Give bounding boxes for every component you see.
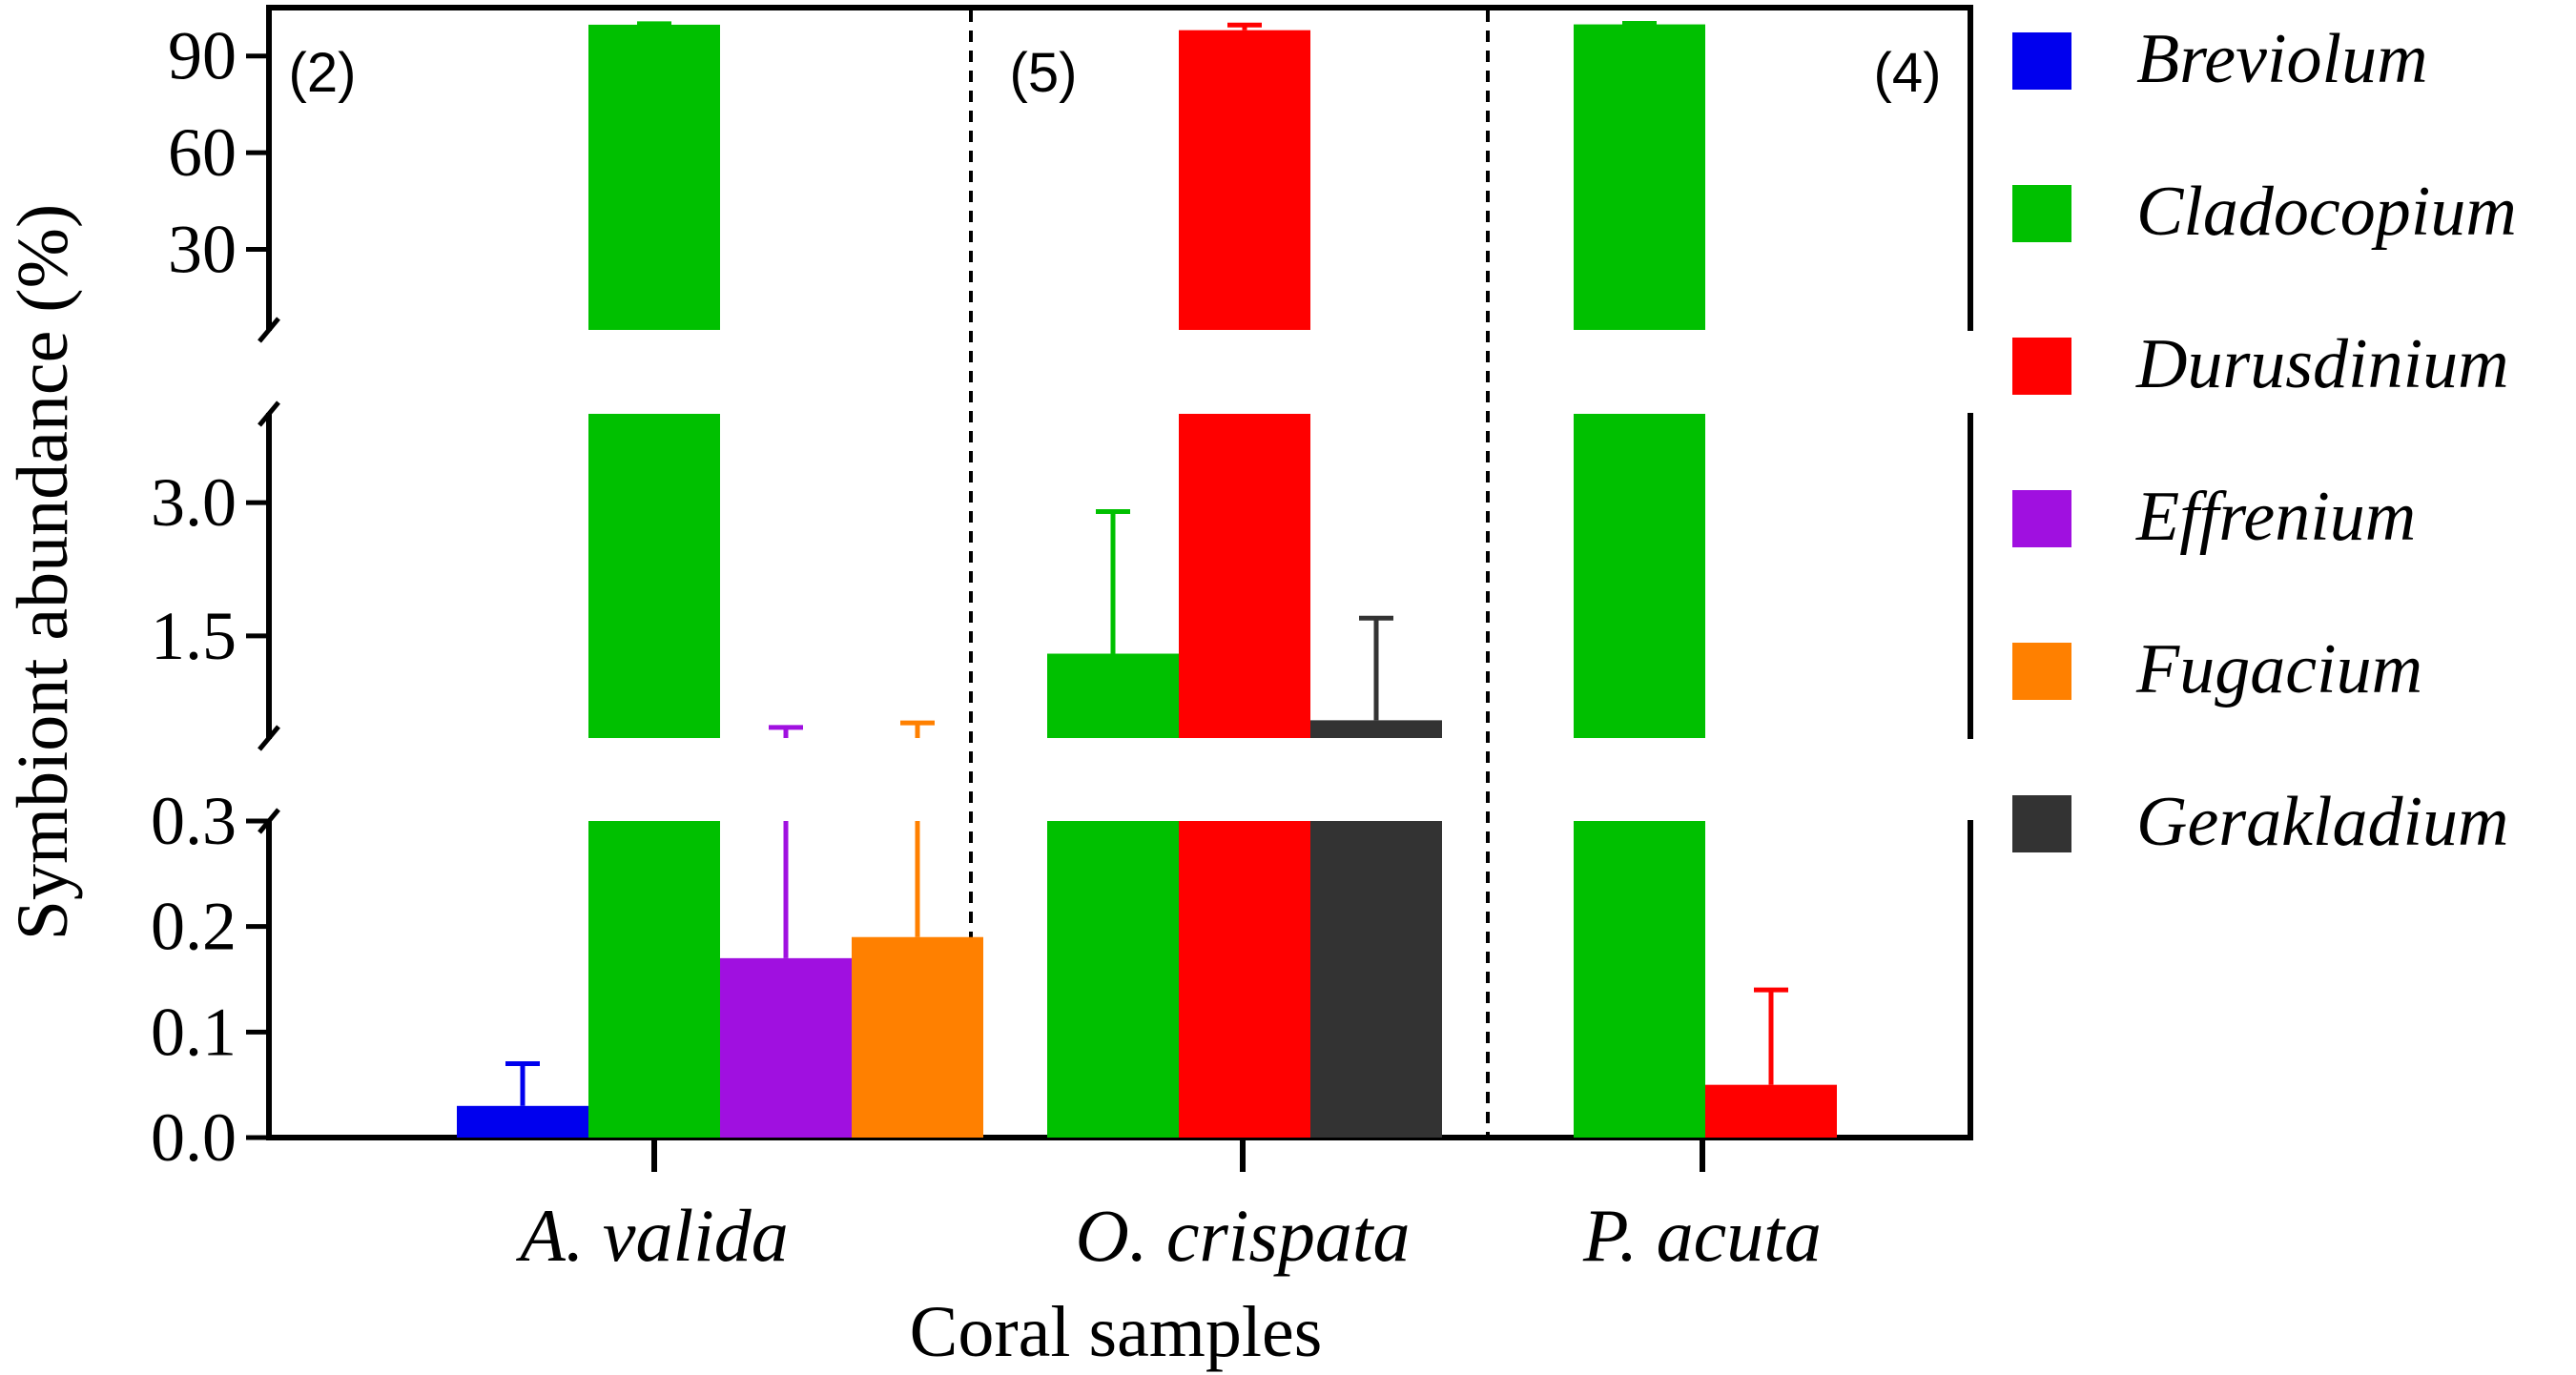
axis-break-mark (258, 400, 280, 427)
y-tick-label: 0.0 (151, 1099, 237, 1176)
bar-cladocopium-2 (1574, 821, 1705, 1138)
y-tick-label: 0.1 (151, 994, 237, 1070)
y-tick-label: 90 (168, 18, 237, 94)
sample-count-label: (5) (1010, 42, 1078, 104)
bar-gerakladium-1 (1310, 720, 1442, 738)
legend-swatch (2012, 338, 2071, 395)
bar-gerakladium-1 (1310, 821, 1442, 1138)
legend-item-cladocopium: Cladocopium (2012, 173, 2517, 251)
y-tick-label: 60 (168, 114, 237, 191)
x-axis: A. valida O. crispata P. acuta Coral sample… (515, 1138, 1822, 1372)
legend-label: Cladocopium (2136, 173, 2517, 251)
legend-swatch (2012, 643, 2071, 700)
legend-swatch (2012, 185, 2071, 242)
bar-cladocopium-1 (1047, 821, 1179, 1138)
y-tick-label: 30 (168, 212, 237, 288)
y-axis-title: Symbiont abundance (%) (3, 204, 83, 940)
bars-layer (457, 24, 1837, 1138)
axis-break-mark (258, 317, 280, 343)
plot-panels: (2) (5) (4) (256, 5, 1984, 1140)
bar-effrenium-0 (720, 957, 852, 1138)
legend-item-fugacium: Fugacium (2012, 630, 2422, 708)
y-axis: 0.0 0.1 0.2 0.3 1.5 3.0 30 60 90 Symbiont abundan… (3, 5, 280, 1176)
bar-cladocopium-2 (1574, 24, 1705, 331)
axis-break-mark (258, 725, 280, 751)
sample-count-label: (2) (289, 42, 357, 104)
bar-cladocopium-0 (588, 414, 720, 738)
bar-cladocopium-2 (1574, 414, 1705, 738)
y-tick-label: 0.2 (151, 889, 237, 965)
bar-durusdinium-1 (1179, 30, 1310, 330)
y-tick-label: 1.5 (151, 598, 237, 674)
legend-label: Fugacium (2135, 630, 2422, 708)
bar-fugacium-0 (852, 936, 983, 1138)
bar-cladocopium-0 (588, 24, 720, 330)
sample-count-label: (4) (1874, 42, 1942, 104)
bar-durusdinium-1 (1179, 821, 1310, 1138)
legend-swatch (2012, 32, 2071, 90)
legend-swatch (2012, 795, 2071, 852)
legend-swatch (2012, 490, 2071, 547)
errorbars-layer (505, 21, 1788, 1106)
x-tick-label: P. acuta (1582, 1194, 1822, 1277)
axis-break-gap (256, 331, 1984, 413)
legend-label: Effrenium (2135, 478, 2416, 556)
bar-cladocopium-0 (588, 821, 720, 1138)
x-axis-title: Coral samples (910, 1292, 1323, 1372)
x-tick-label: A. valida (515, 1194, 789, 1277)
x-tick-label: O. crispata (1076, 1194, 1411, 1277)
legend-item-breviolum: Breviolum (2012, 20, 2428, 98)
bar-durusdinium-1 (1179, 414, 1310, 738)
bar-breviolum-0 (457, 1105, 588, 1138)
legend-label: Breviolum (2136, 20, 2428, 98)
y-tick-label: 3.0 (151, 464, 237, 541)
legend-label: Gerakladium (2136, 783, 2509, 861)
legend: Breviolum Cladocopium Durusdinium Effrenium… (2012, 20, 2517, 861)
legend-item-effrenium: Effrenium (2012, 478, 2416, 556)
bar-cladocopium-1 (1047, 653, 1179, 738)
axis-break-gap (256, 739, 1984, 820)
y-tick-label: 0.3 (151, 783, 237, 859)
bar-durusdinium-2 (1705, 1084, 1837, 1138)
legend-item-durusdinium: Durusdinium (2012, 325, 2509, 403)
legend-label: Durusdinium (2135, 325, 2509, 403)
legend-item-gerakladium: Gerakladium (2012, 783, 2509, 861)
